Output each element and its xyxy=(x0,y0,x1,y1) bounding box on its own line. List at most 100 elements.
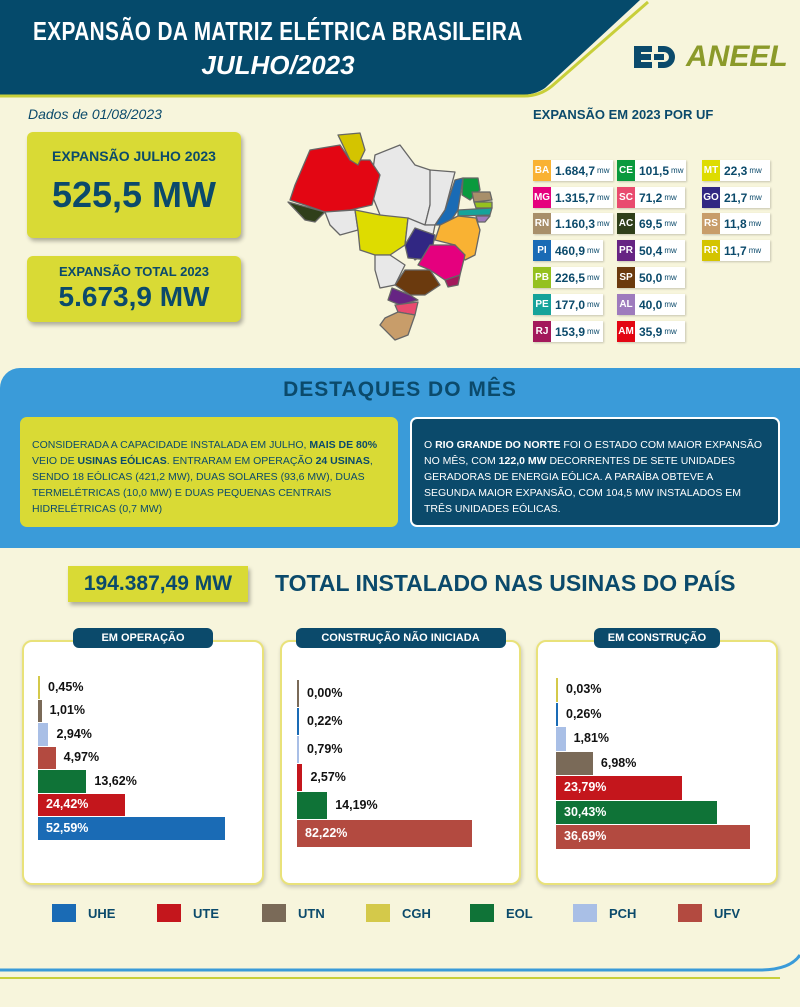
map-state-ro xyxy=(324,209,359,236)
highlight-bold: USINAS EÓLICAS xyxy=(77,455,167,467)
installed-total-value: 194.387,49 MW xyxy=(68,566,248,602)
bar-label: 0,79% xyxy=(307,742,343,756)
uf-value: 101,5 xyxy=(639,163,670,178)
uf-badge: MG xyxy=(533,187,551,208)
chart-panel xyxy=(280,640,521,885)
uf-unit: mw xyxy=(597,166,610,175)
footer-decoration xyxy=(0,954,800,979)
uf-value: 1.315,7 xyxy=(555,190,596,205)
bar-eol xyxy=(556,800,717,824)
map-state-pb xyxy=(473,201,493,209)
uf-value: 460,9 xyxy=(555,243,586,258)
legend-label: PCH xyxy=(609,905,637,921)
kpi-total-label: EXPANSÃO TOTAL 2023 xyxy=(58,264,210,279)
uf-badge: RJ xyxy=(533,321,551,342)
map-state-al xyxy=(475,215,491,223)
bar-pch xyxy=(297,736,299,763)
uf-badge: RN xyxy=(533,213,551,234)
legend-label: UTE xyxy=(193,905,219,921)
uf-value: 11,7 xyxy=(724,243,747,258)
uf-unit: mw xyxy=(664,273,677,282)
bar-label: 30,43% xyxy=(564,804,607,819)
chart-panel xyxy=(22,640,264,885)
uf-item: PI 460,9 mw xyxy=(533,240,603,261)
uf-value: 1.160,3 xyxy=(555,216,596,231)
uf-badge: PE xyxy=(533,294,551,315)
legend-swatch xyxy=(366,904,390,922)
bar-utn xyxy=(38,699,42,722)
header-banner xyxy=(0,0,649,98)
bar-uhe xyxy=(297,708,299,735)
bar-label: 6,98% xyxy=(600,755,637,770)
highlight-text: . ENTRARAM EM OPERAÇÃO xyxy=(166,455,316,467)
bar-ufv xyxy=(297,820,472,847)
bar-pch xyxy=(556,727,566,751)
highlight-text: FOI O ESTADO COM MAIOR EXPANSÃO NO MÊS, … xyxy=(424,439,762,467)
uf-badge: PR xyxy=(617,240,635,261)
installed-total-title: TOTAL INSTALADO NAS USINAS DO PAÍS xyxy=(275,570,736,596)
uf-section-title: EXPANSÃO EM 2023 POR UF xyxy=(533,107,714,122)
bar-label: 0,45% xyxy=(48,679,84,694)
uf-item: PB 226,5 mw xyxy=(533,267,603,288)
uf-unit: mw xyxy=(587,246,600,255)
legend-item-eol: EOL xyxy=(470,904,533,922)
uf-item: AC 69,5 mw xyxy=(617,213,685,234)
highlight-text: VEIO DE xyxy=(32,455,78,467)
uf-badge: MT xyxy=(702,160,720,181)
uf-item: RR 11,7 mw xyxy=(702,240,770,261)
kpi-month: EXPANSÃO JULHO 2023 525,5 MW xyxy=(27,132,241,238)
bar-ute xyxy=(297,764,303,791)
bar-ufv xyxy=(556,825,750,849)
uf-unit: mw xyxy=(597,219,610,228)
uf-badge: BA xyxy=(533,160,551,181)
chart-title: CONSTRUÇÃO NÃO INICIADA xyxy=(295,628,506,648)
bar-uhe xyxy=(556,702,558,726)
bar-label: 13,62% xyxy=(94,773,137,788)
uf-value: 40,0 xyxy=(639,297,663,312)
uf-item: MT 22,3 mw xyxy=(702,160,770,181)
highlight-left-text: CONSIDERADA A CAPACIDADE INSTALADA EM JU… xyxy=(20,417,398,527)
uf-badge: PI xyxy=(533,240,551,261)
uf-item: PR 50,4 mw xyxy=(617,240,685,261)
kpi-month-label: EXPANSÃO JULHO 2023 xyxy=(52,148,216,164)
page-title: EXPANSÃO DA MATRIZ ELÉTRICA BRASILEIRA xyxy=(33,16,523,46)
uf-item: AM 35,9 mw xyxy=(617,321,685,342)
legend-swatch xyxy=(678,904,702,922)
uf-badge: SC xyxy=(617,187,635,208)
bar-label: 0,00% xyxy=(307,686,343,700)
uf-value: 153,9 xyxy=(555,324,586,339)
highlight-right-text: O RIO GRANDE DO NORTE FOI O ESTADO COM M… xyxy=(410,417,780,527)
bar-label: 0,03% xyxy=(566,682,602,697)
uf-value: 35,9 xyxy=(639,324,663,339)
bar-label: 82,22% xyxy=(305,826,348,840)
bar-label: 52,59% xyxy=(46,820,89,835)
uf-unit: mw xyxy=(664,327,677,336)
bar-label: 4,97% xyxy=(63,750,100,765)
bar-eol xyxy=(38,770,87,793)
bar-label: 36,69% xyxy=(564,829,607,844)
aneel-logo: ANEEL xyxy=(630,40,788,74)
uf-item: AL 40,0 mw xyxy=(617,294,685,315)
map-state-rs xyxy=(379,311,416,341)
uf-item: RN 1.160,3 mw xyxy=(533,213,613,234)
legend-label: EOL xyxy=(506,905,533,921)
bar-label: 1,01% xyxy=(49,703,86,718)
legend-swatch xyxy=(573,904,597,922)
legend-item-ufv: UFV xyxy=(678,904,740,922)
bar-utn xyxy=(556,751,593,775)
uf-badge: GO xyxy=(702,187,720,208)
bar-label: 24,42% xyxy=(46,797,89,812)
uf-item: RJ 153,9 mw xyxy=(533,321,603,342)
uf-badge: AL xyxy=(617,294,635,315)
uf-unit: mw xyxy=(749,166,762,175)
highlight-bold: RIO GRANDE DO NORTE xyxy=(435,439,561,451)
uf-unit: mw xyxy=(748,246,762,255)
uf-unit: mw xyxy=(587,327,600,336)
brazil-map xyxy=(287,132,493,341)
legend-item-ute: UTE xyxy=(157,904,219,922)
chart-title: EM CONSTRUÇÃO xyxy=(594,628,720,648)
legend-label: UTN xyxy=(298,905,325,921)
map-state-rn xyxy=(471,191,493,203)
bar-label: 0,22% xyxy=(307,714,343,728)
aneel-logo-icon xyxy=(634,46,675,68)
